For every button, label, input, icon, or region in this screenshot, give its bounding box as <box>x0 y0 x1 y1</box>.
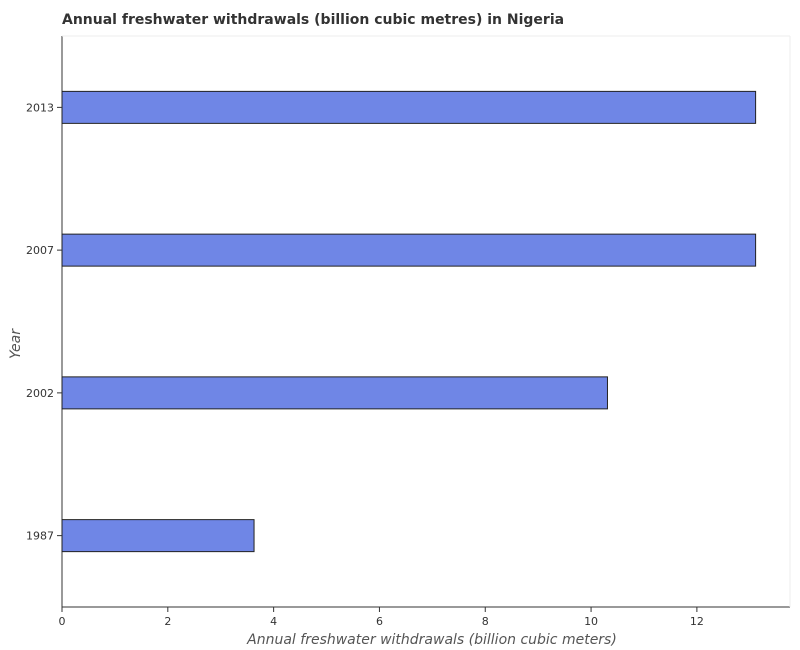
bar <box>61 233 757 267</box>
x-tick-label: 8 <box>482 615 489 628</box>
y-tick-label: 2013 <box>26 101 54 114</box>
x-axis-label: Annual freshwater withdrawals (billion c… <box>246 632 617 648</box>
x-tick-label: 2 <box>164 615 171 628</box>
y-axis-label: Year <box>8 328 24 359</box>
bar <box>61 519 255 553</box>
y-tick-label: 1987 <box>26 530 54 543</box>
x-tick-label: 12 <box>690 615 704 628</box>
x-tick-label: 6 <box>376 615 383 628</box>
x-tick-label: 0 <box>59 615 66 628</box>
bar <box>61 376 608 410</box>
y-tick-label: 2007 <box>26 244 54 257</box>
bar <box>61 90 757 124</box>
x-tick-label: 10 <box>584 615 598 628</box>
plot-area: 0 2 4 6 8 10 12 1987 2002 2007 2013 <box>26 35 791 628</box>
x-tick-label: 4 <box>270 615 277 628</box>
chart-title: Annual freshwater withdrawals (billion c… <box>62 12 564 28</box>
y-tick-label: 2002 <box>26 387 54 400</box>
